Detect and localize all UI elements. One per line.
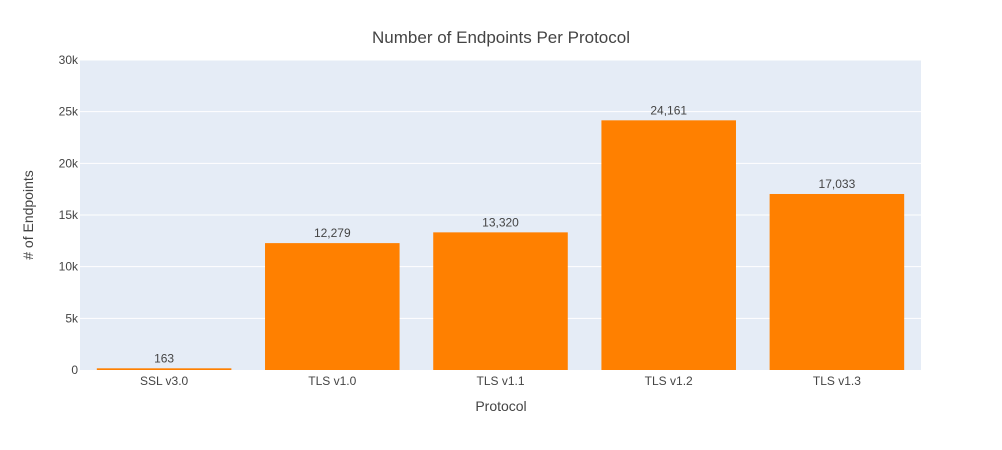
y-tick-labels: 0 5k 10k 15k 20k 25k 30k <box>59 53 79 377</box>
bar-tls-v1-0 <box>265 243 400 370</box>
data-label: 12,279 <box>314 226 351 240</box>
data-label: 163 <box>154 351 174 365</box>
chart-title: Number of Endpoints Per Protocol <box>372 28 630 47</box>
y-tick-label: 10k <box>59 260 79 274</box>
bar-tls-v1-1 <box>433 232 568 370</box>
y-tick-label: 15k <box>59 208 79 222</box>
data-label: 17,033 <box>819 177 856 191</box>
y-tick-label: 20k <box>59 156 79 170</box>
data-label: 24,161 <box>650 103 687 117</box>
data-labels: 163 12,279 13,320 24,161 17,033 <box>154 103 855 365</box>
bar-tls-v1-2 <box>601 120 736 370</box>
data-label: 13,320 <box>482 215 519 229</box>
x-tick-label: TLS v1.1 <box>476 374 524 388</box>
y-tick-label: 30k <box>59 53 79 67</box>
y-axis-title: # of Endpoints <box>20 170 36 260</box>
y-tick-label: 0 <box>71 363 78 377</box>
x-tick-labels: SSL v3.0 TLS v1.0 TLS v1.1 TLS v1.2 TLS v1.3 <box>140 374 861 388</box>
x-tick-label: SSL v3.0 <box>140 374 189 388</box>
bar-ssl-v3-0 <box>96 368 232 370</box>
x-tick-label: TLS v1.0 <box>308 374 356 388</box>
x-axis-title: Protocol <box>475 398 526 414</box>
x-tick-label: TLS v1.2 <box>645 374 693 388</box>
y-tick-label: 25k <box>59 105 79 119</box>
bar-tls-v1-3 <box>769 193 905 370</box>
y-tick-label: 5k <box>65 311 79 325</box>
bars <box>96 120 905 370</box>
x-tick-label: TLS v1.3 <box>813 374 861 388</box>
